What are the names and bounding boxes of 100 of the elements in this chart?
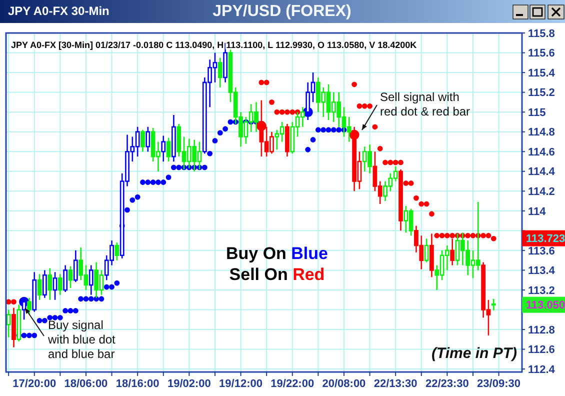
- candlestick: [140, 129, 145, 152]
- point: [150, 180, 156, 185]
- candlestick: [166, 137, 171, 162]
- point: [352, 82, 357, 88]
- point: [403, 180, 409, 186]
- y-tick-label: 114.8: [528, 126, 555, 139]
- point: [124, 207, 130, 213]
- chart-title: JPY/USD (FOREX): [212, 3, 352, 20]
- candlestick: [52, 272, 58, 300]
- candlestick: [114, 242, 120, 261]
- y-tick-label: 112.6: [528, 344, 555, 356]
- x-tick-label: 18/06:00: [64, 378, 108, 390]
- point: [104, 284, 110, 290]
- point: [274, 109, 280, 115]
- y-tick-label: 112.4: [528, 364, 556, 376]
- point: [36, 318, 42, 324]
- point: [47, 314, 53, 320]
- point: [202, 164, 208, 170]
- point: [212, 138, 218, 144]
- point: [450, 232, 456, 238]
- candlestick: [37, 274, 42, 300]
- y-tick-label: 114.6: [528, 146, 555, 158]
- point: [42, 318, 48, 324]
- point: [470, 232, 476, 238]
- point: [465, 232, 471, 238]
- point: [388, 160, 394, 166]
- point: [114, 280, 120, 286]
- point: [279, 109, 285, 115]
- point: [269, 99, 274, 105]
- annotation: Sell On Red: [229, 265, 325, 284]
- point: [11, 299, 16, 305]
- point: [176, 164, 182, 170]
- point: [171, 164, 176, 170]
- candlestick: [424, 238, 429, 263]
- text: 113.723: [526, 233, 565, 246]
- candlestick: [491, 298, 496, 312]
- annotation: Buy On Blue: [226, 244, 328, 263]
- x-tick-label: 22/23:30: [425, 378, 469, 390]
- y-tick-label: 113.4: [528, 265, 556, 278]
- x-tick-label: 23/09:30: [477, 378, 520, 390]
- point: [408, 180, 414, 186]
- point: [26, 332, 32, 338]
- candlestick: [12, 307, 16, 348]
- point: [377, 146, 383, 152]
- point: [305, 146, 311, 152]
- point: [424, 201, 430, 207]
- point: [166, 174, 172, 180]
- point: [398, 160, 404, 166]
- candlestick: [48, 268, 52, 300]
- y-tick-label: 113.2: [528, 284, 555, 297]
- point: [145, 180, 151, 185]
- point: [480, 232, 486, 238]
- point: [362, 103, 368, 109]
- point: [160, 180, 166, 185]
- x-tick-label: 19/12:00: [219, 378, 262, 390]
- point: [444, 232, 450, 238]
- x-tick-label: 17/20:00: [12, 378, 56, 390]
- point: [32, 332, 38, 338]
- candlestick: [6, 309, 11, 338]
- candlestick: [27, 297, 32, 316]
- point: [83, 296, 89, 302]
- point: [156, 180, 161, 185]
- y-tick-label: 114.4: [528, 166, 556, 178]
- point: [490, 236, 496, 242]
- y-tick-label: 114.2: [528, 186, 555, 198]
- text: 113.050: [526, 300, 565, 312]
- point: [439, 232, 445, 238]
- point: [330, 127, 336, 133]
- point: [418, 201, 424, 207]
- point: [367, 103, 372, 109]
- y-tick-label: 113.6: [528, 245, 555, 258]
- point: [88, 296, 94, 302]
- point: [414, 195, 419, 201]
- x-tick-label: 22/13:30: [374, 378, 418, 390]
- point: [486, 232, 492, 238]
- point: [207, 150, 213, 156]
- point: [326, 127, 332, 133]
- point: [429, 211, 434, 217]
- point: [336, 127, 342, 133]
- point: [392, 160, 398, 166]
- text: JPY A0-FX 30-Min: [8, 4, 110, 18]
- point: [109, 284, 114, 290]
- point: [78, 296, 84, 302]
- point: [284, 109, 290, 115]
- point: [130, 197, 136, 203]
- candlestick: [73, 250, 78, 283]
- point: [310, 137, 316, 142]
- y-tick-label: 115.6: [528, 48, 555, 60]
- point: [228, 119, 234, 125]
- text: JPY A0-FX [30-Min] 01/23/17 -0.0180 C 113.0490, H 113.1100, L 112.9930, O 113.0580, V 18.4200K: [11, 40, 418, 50]
- point: [72, 308, 78, 314]
- x-tick-label: 19/02:00: [167, 378, 211, 390]
- x-tick-label: 18/16:00: [116, 378, 160, 390]
- y-tick-label: 115.4: [528, 67, 556, 80]
- point: [21, 332, 27, 338]
- candlestick: [32, 272, 37, 312]
- point: [382, 160, 388, 166]
- point: [217, 130, 223, 136]
- candlestick: [42, 270, 47, 299]
- x-tick-label: 20/08:00: [322, 378, 366, 390]
